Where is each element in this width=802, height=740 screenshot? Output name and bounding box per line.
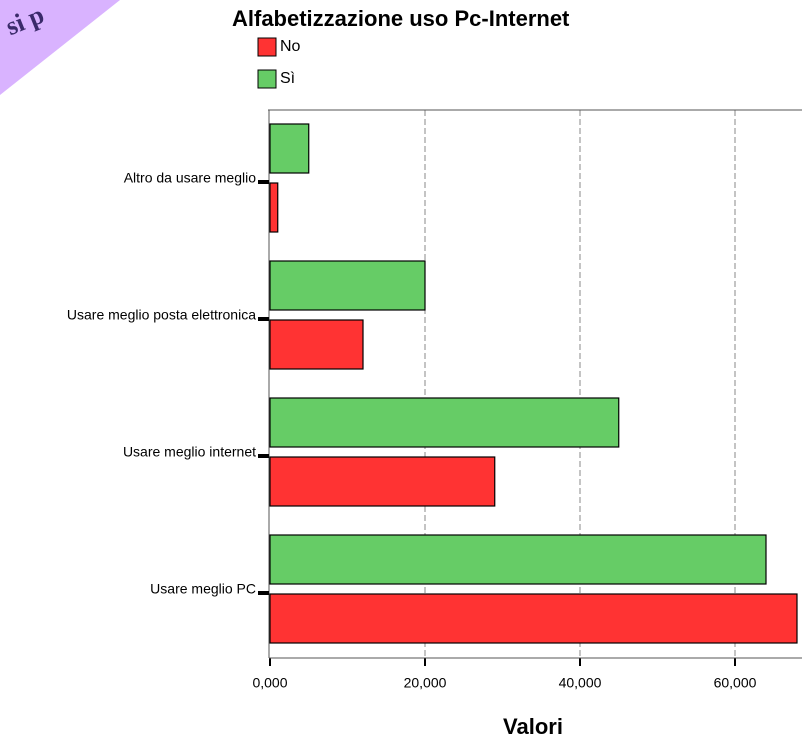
x-tick-label: 60,000: [714, 675, 757, 691]
x-tick-label: 20,000: [404, 675, 447, 691]
bar: [269, 260, 426, 311]
legend-swatch: [257, 37, 277, 57]
bar: [269, 456, 496, 507]
legend-swatch: [257, 69, 277, 89]
x-tick-label: 0,000: [252, 675, 287, 691]
corner-badge: [0, 0, 120, 95]
bar: [269, 534, 767, 585]
chart-title: Alfabetizzazione uso Pc-Internet: [232, 6, 570, 31]
y-tick-label: Usare meglio internet: [123, 444, 256, 460]
y-tick-label: Usare meglio PC: [150, 581, 256, 597]
y-tick-label: Usare meglio posta elettronica: [67, 307, 256, 323]
x-axis-label: Valori: [503, 714, 563, 739]
bar: [269, 397, 620, 448]
bar: [269, 319, 364, 370]
bar: [269, 593, 798, 644]
legend-label: Sì: [280, 70, 295, 87]
bar: [269, 182, 279, 233]
x-tick-label: 40,000: [559, 675, 602, 691]
legend-label: No: [280, 38, 301, 55]
y-tick-label: Altro da usare meglio: [124, 170, 257, 186]
bar: [269, 123, 310, 174]
